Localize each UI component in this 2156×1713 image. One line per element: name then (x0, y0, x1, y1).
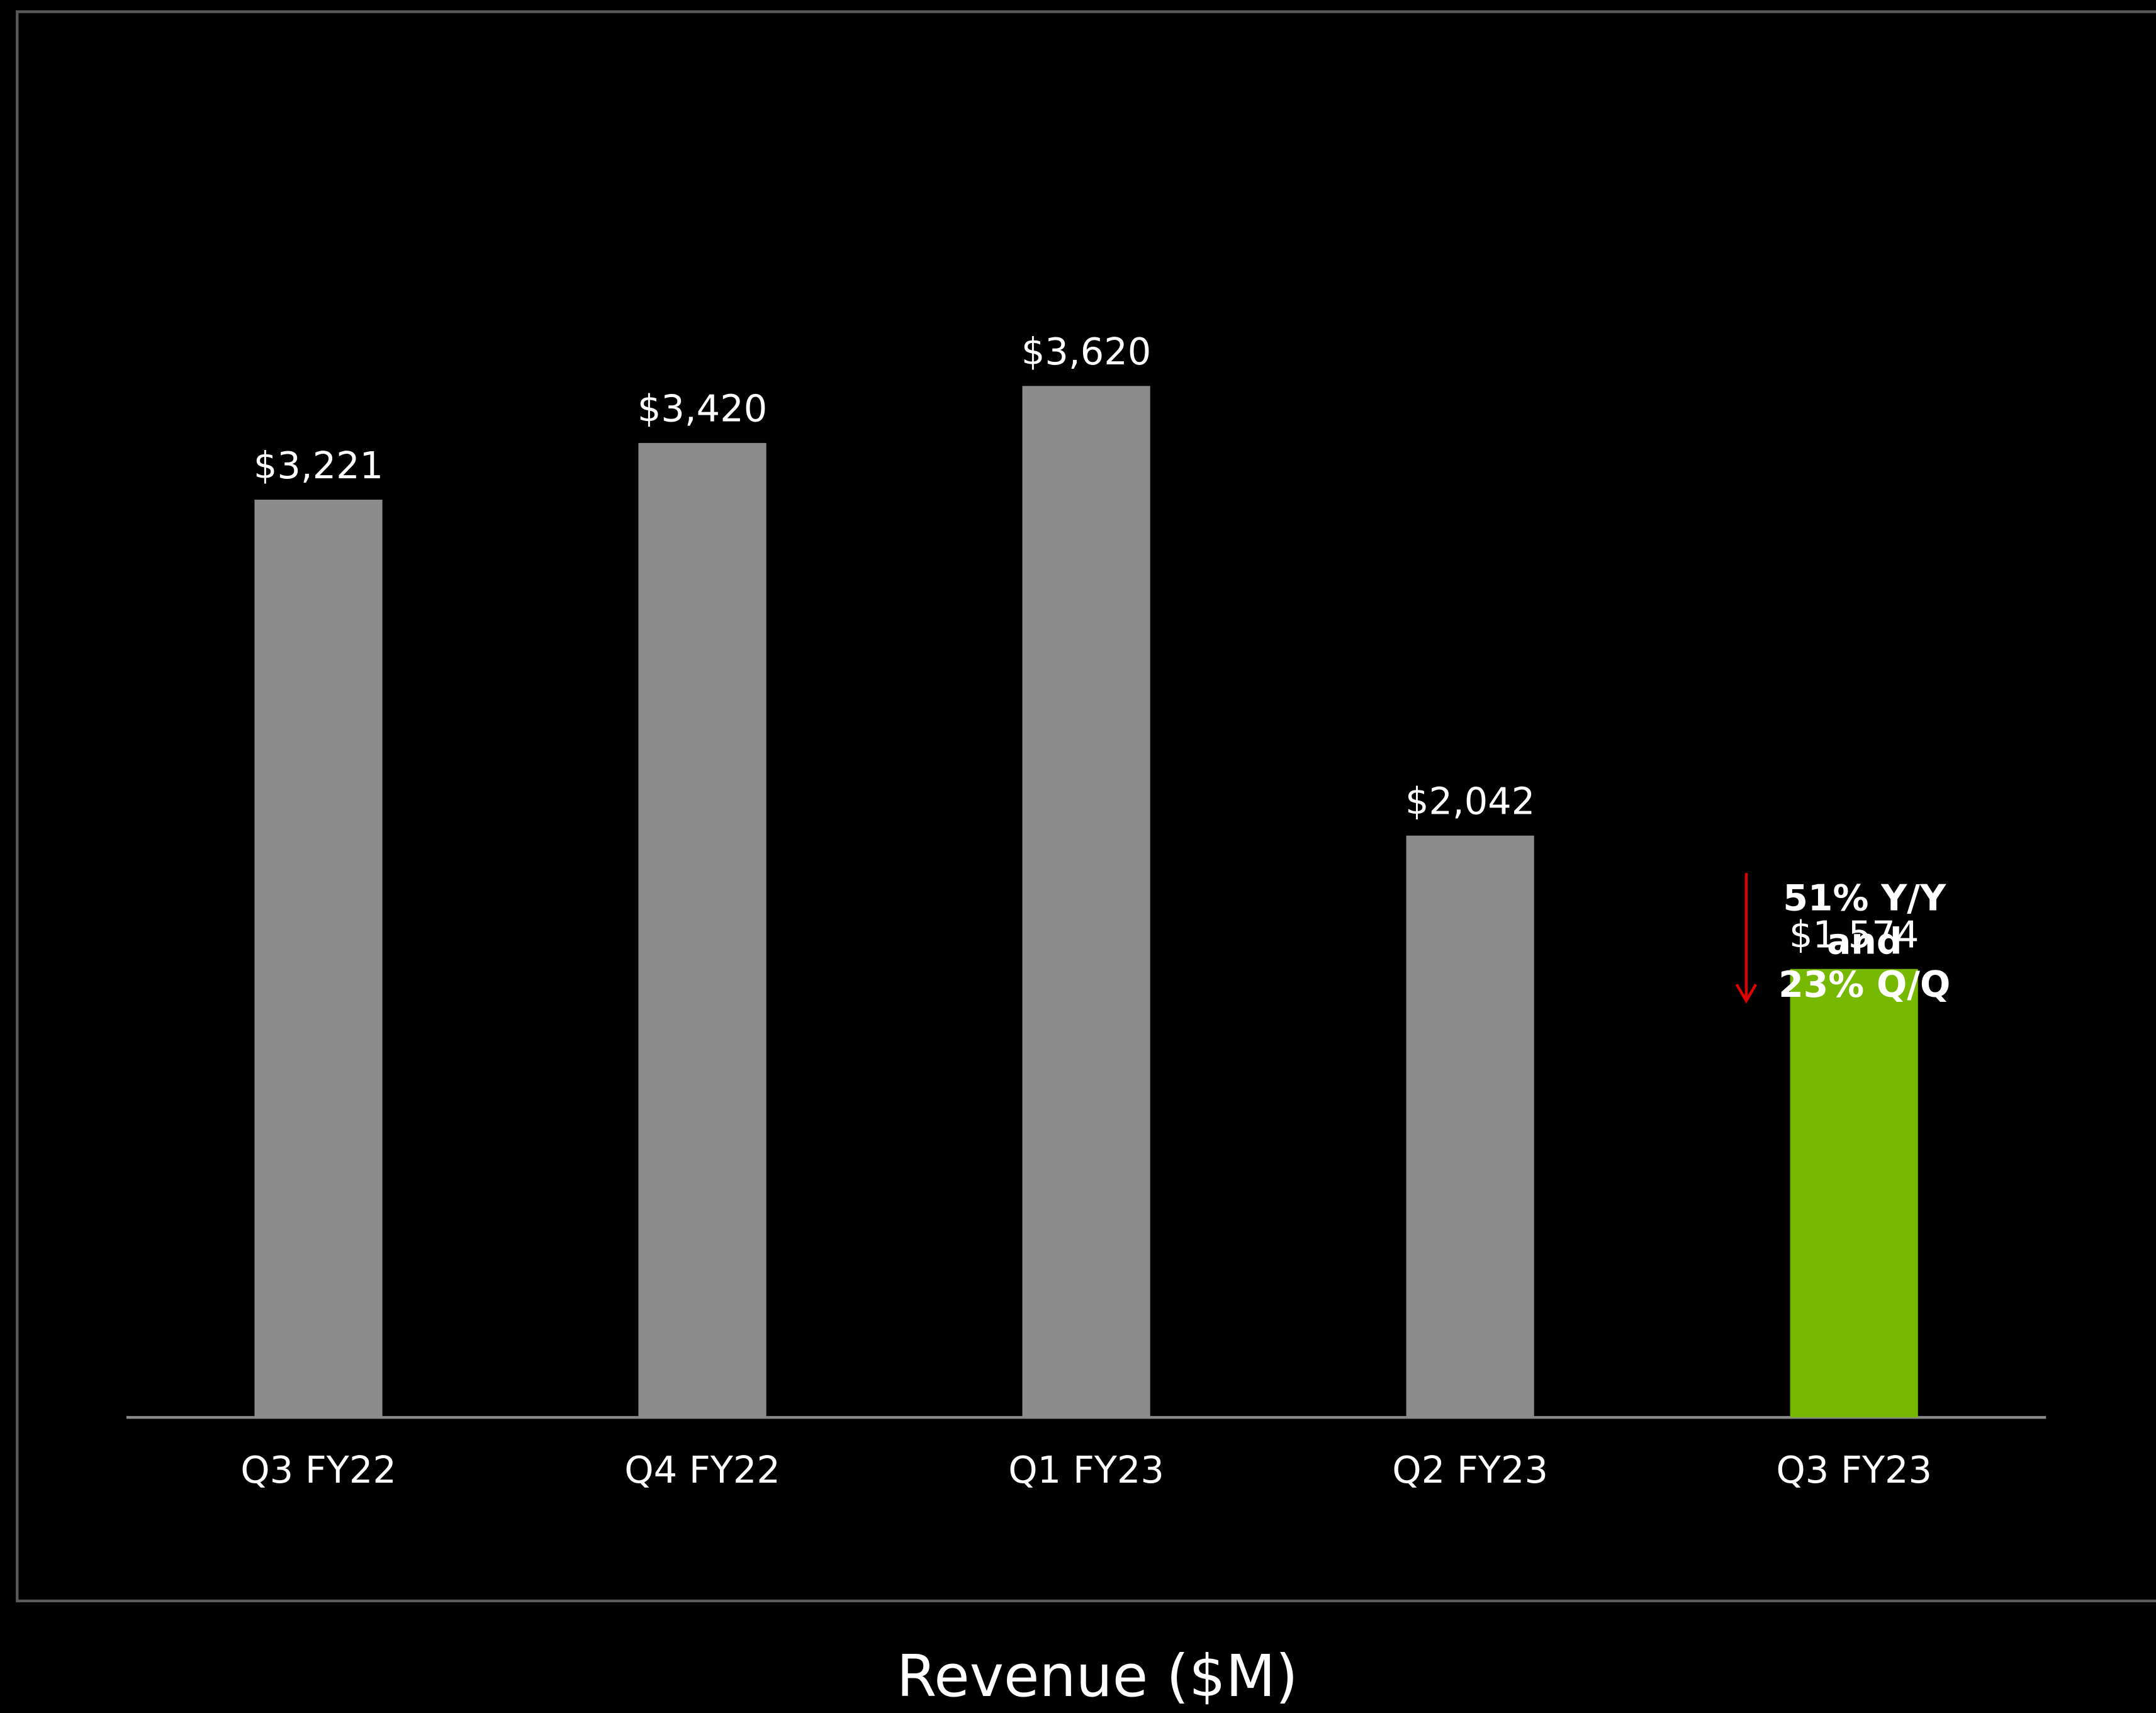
bar (1022, 386, 1150, 1418)
value-label: $1,574 (1789, 913, 1919, 957)
annotation: and (1827, 921, 1902, 962)
value-label: $2,042 (1405, 780, 1535, 823)
chart-title: Revenue ($M) (897, 1643, 1298, 1710)
value-label: $3,420 (637, 387, 767, 430)
arrow-head (1735, 984, 1758, 1004)
bar (254, 499, 383, 1418)
x-tick-label: Q3 FY22 (240, 1448, 396, 1491)
value-label: $3,221 (254, 444, 383, 487)
x-tick-label: Q4 FY22 (624, 1448, 780, 1491)
annotation: 51% Y/Y (1783, 878, 1946, 919)
value-label: $3,620 (1021, 330, 1151, 373)
bar (1790, 969, 1918, 1418)
x-tick-label: Q1 FY23 (1008, 1448, 1164, 1491)
bar (638, 442, 766, 1418)
x-tick-label: Q3 FY23 (1776, 1448, 1932, 1491)
x-tick-label: Q2 FY23 (1392, 1448, 1548, 1491)
bar (1406, 835, 1534, 1418)
annotation: 23% Q/Q (1778, 964, 1950, 1006)
frame (16, 10, 2156, 1603)
